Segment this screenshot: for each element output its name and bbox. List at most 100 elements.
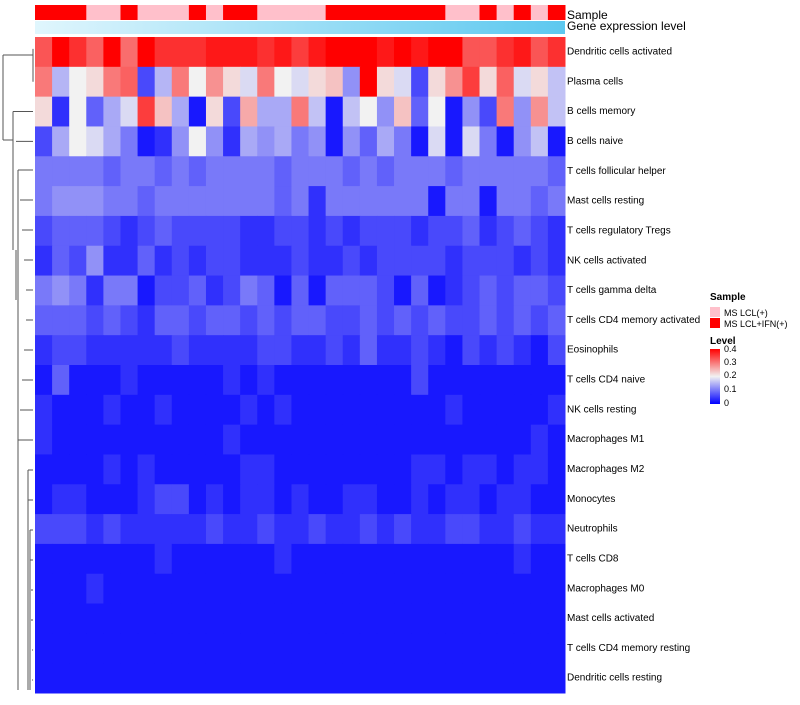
heatmap-cell: [359, 394, 378, 426]
heatmap-cell: [86, 37, 104, 68]
sample-annotation-cell: [308, 5, 327, 20]
heatmap-cell: [69, 543, 87, 575]
heatmap-cell: [86, 66, 104, 98]
heatmap-cell: [513, 335, 532, 366]
legend-tick-0.1: 0.1: [724, 384, 737, 394]
sample-annotation-cell: [223, 5, 241, 20]
heatmap-cell: [154, 245, 173, 277]
heatmap-cell: [240, 156, 258, 187]
heatmap-cell: [325, 663, 344, 694]
heatmap-cell: [188, 245, 207, 277]
heatmap-cell: [547, 66, 566, 98]
heatmap-cell: [35, 215, 53, 247]
heatmap-cell: [547, 543, 566, 575]
heatmap-cell: [52, 126, 70, 157]
heatmap-cell: [86, 275, 104, 306]
heatmap-cell: [257, 126, 275, 157]
heatmap-cell: [86, 454, 104, 485]
heatmap-cell: [205, 215, 224, 247]
heatmap-cell: [291, 633, 310, 664]
heatmap-cell: [547, 394, 566, 426]
heatmap-cell: [342, 275, 361, 306]
heatmap-cell: [205, 365, 224, 396]
heatmap-cell: [223, 156, 241, 187]
heatmap-cell: [240, 66, 258, 98]
heatmap-cell: [376, 245, 395, 277]
heatmap-cell: [205, 305, 224, 336]
heatmap-cell: [462, 186, 481, 217]
heatmap-cell: [359, 156, 378, 187]
heatmap-cell: [428, 215, 446, 247]
heatmap-cell: [359, 454, 378, 485]
heatmap-cell: [359, 633, 378, 664]
heatmap-cell: [445, 394, 463, 426]
heatmap-cell: [530, 454, 549, 485]
heatmap-cell: [35, 66, 53, 98]
heatmap-cell: [308, 543, 327, 575]
heatmap-cell: [342, 573, 361, 605]
heatmap-cell: [530, 245, 549, 277]
heatmap-cell: [547, 424, 566, 455]
heatmap-cell: [35, 305, 53, 336]
heatmap-cell: [223, 96, 241, 127]
heatmap-cell: [257, 633, 275, 664]
heatmap-cell: [530, 573, 549, 605]
heatmap-cell: [411, 484, 429, 515]
heatmap-cell: [342, 186, 361, 217]
heatmap-cell: [308, 156, 327, 187]
heatmap-cell: [52, 66, 70, 98]
sample-annotation-cell: [35, 5, 53, 20]
legend-label-ms-lcl-ifn: MS LCL+IFN(+): [724, 319, 788, 329]
heatmap-cell: [86, 126, 104, 157]
heatmap-cell: [445, 335, 463, 366]
heatmap-cell: [513, 573, 532, 605]
heatmap-cell: [188, 394, 207, 426]
heatmap-cell: [188, 365, 207, 396]
heatmap-cell: [462, 96, 481, 127]
heatmap-cell: [257, 514, 275, 545]
heatmap-cell: [394, 335, 412, 366]
heatmap-cell: [86, 335, 104, 366]
heatmap-cell: [376, 96, 395, 127]
heatmap-cell: [154, 96, 173, 127]
heatmap-cell: [69, 275, 87, 306]
heatmap-cell: [445, 603, 463, 634]
heatmap-cell: [547, 96, 566, 127]
heatmap-cell: [394, 454, 412, 485]
heatmap-cell: [411, 156, 429, 187]
heatmap-cell: [445, 454, 463, 485]
heatmap-cell: [171, 603, 190, 634]
annotation-bars: [35, 5, 566, 34]
heatmap-cell: [137, 215, 156, 247]
heatmap-cell: [411, 37, 429, 68]
heatmap-cell: [308, 335, 327, 366]
heatmap-cell: [530, 603, 549, 634]
heatmap-cell: [274, 156, 292, 187]
heatmap-cell: [223, 514, 241, 545]
heatmap-cell: [325, 215, 344, 247]
heatmap-cell: [547, 573, 566, 605]
heatmap-cell: [308, 275, 327, 306]
heatmap-cell: [171, 245, 190, 277]
heatmap-cell: [171, 454, 190, 485]
heatmap-cell: [86, 394, 104, 426]
heatmap-cell: [462, 663, 481, 694]
heatmap-cell: [496, 335, 515, 366]
heatmap-cell: [513, 96, 532, 127]
heatmap-cell: [274, 394, 292, 426]
sample-annotation-cell: [325, 5, 344, 20]
heatmap-cell: [291, 96, 310, 127]
heatmap-cell: [291, 603, 310, 634]
heatmap-cell: [205, 514, 224, 545]
heatmap-cell: [205, 37, 224, 68]
heatmap-cell: [325, 275, 344, 306]
heatmap-cell: [274, 66, 292, 98]
heatmap-cell: [171, 186, 190, 217]
heatmap-cell: [171, 633, 190, 664]
heatmap-cell: [205, 484, 224, 515]
heatmap-cell: [257, 66, 275, 98]
heatmap-cell: [308, 305, 327, 336]
heatmap-cell: [52, 514, 70, 545]
heatmap-cell: [479, 335, 498, 366]
